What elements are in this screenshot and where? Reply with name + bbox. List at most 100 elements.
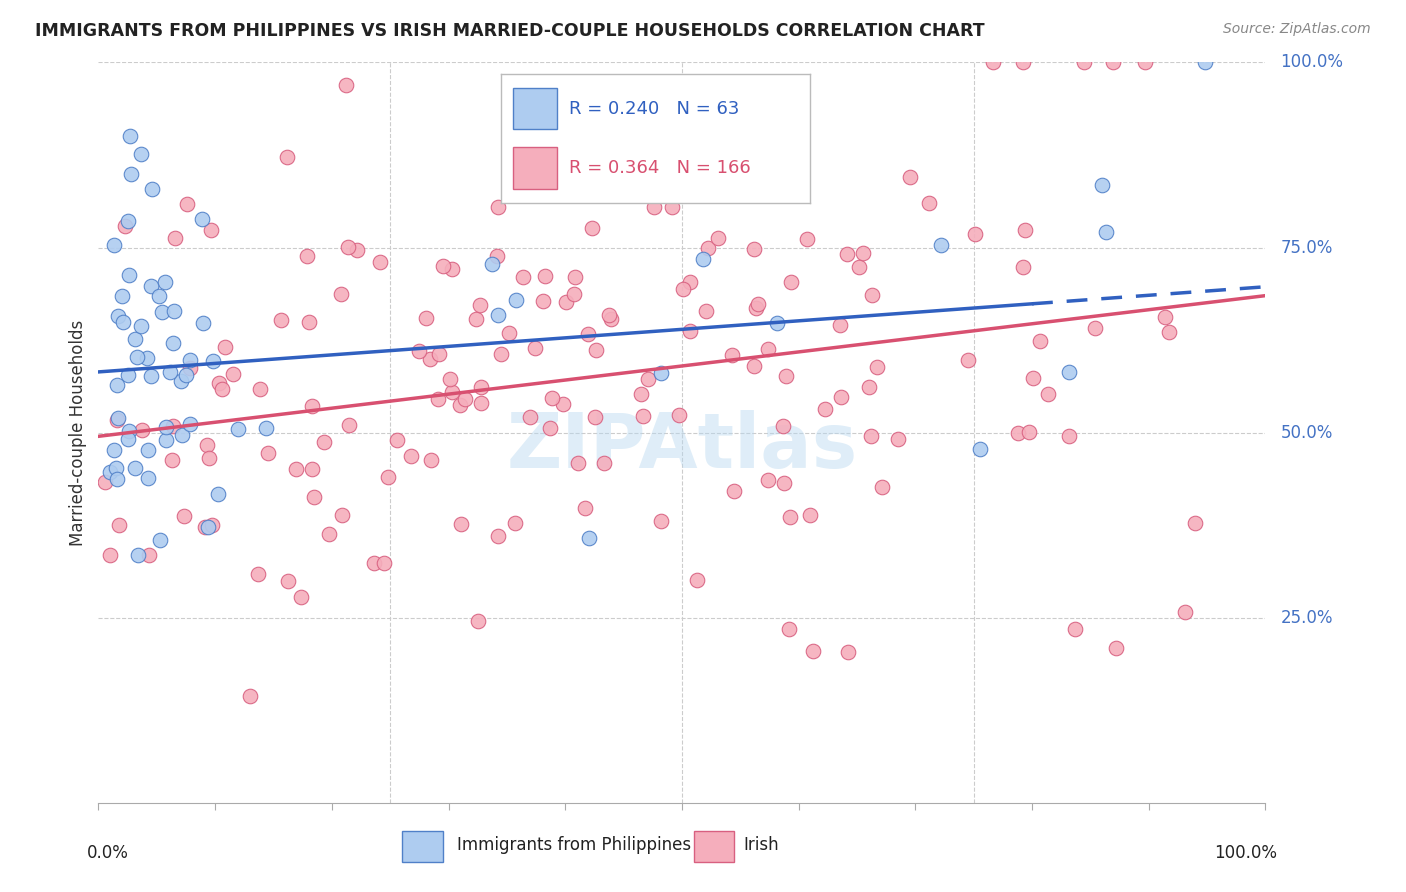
Point: [772, 418, 794, 433]
Point: [94, 475, 117, 489]
Point: [98, 465, 121, 479]
Point: [551, 397, 574, 411]
Point: [127, 548, 149, 562]
Point: [523, 341, 546, 355]
Point: [775, 368, 797, 383]
Point: [546, 167, 568, 181]
Point: [583, 409, 606, 424]
Point: [301, 399, 323, 413]
Point: [201, 518, 224, 533]
Point: [139, 278, 162, 293]
Point: [1153, 310, 1175, 324]
Point: [1057, 429, 1080, 443]
Point: [637, 372, 659, 386]
Point: [564, 286, 586, 301]
Point: [270, 313, 292, 327]
Point: [295, 249, 318, 263]
Point: [163, 230, 186, 244]
Point: [1059, 365, 1081, 379]
Point: [211, 382, 233, 396]
Point: [773, 476, 796, 491]
Point: [249, 383, 271, 397]
Point: [898, 170, 921, 185]
Point: [440, 262, 463, 277]
Point: [564, 269, 586, 284]
Point: [228, 421, 250, 435]
Point: [330, 287, 353, 301]
Point: [1036, 386, 1059, 401]
Point: [814, 401, 837, 416]
Point: [399, 449, 422, 463]
Point: [129, 146, 152, 161]
Point: [162, 452, 184, 467]
Point: [519, 410, 541, 425]
Point: [276, 150, 298, 164]
Point: [330, 508, 353, 523]
Point: [963, 227, 986, 241]
Point: [538, 421, 561, 435]
Point: [179, 361, 201, 376]
Point: [661, 200, 683, 214]
Point: [1157, 325, 1180, 339]
Point: [370, 255, 392, 269]
Point: [148, 289, 170, 303]
Point: [467, 614, 489, 628]
Point: [1135, 55, 1157, 70]
Point: [246, 567, 269, 582]
Point: [541, 391, 564, 405]
Point: [149, 533, 172, 547]
Point: [801, 644, 824, 658]
Point: [756, 473, 779, 487]
Point: [159, 366, 181, 380]
Point: [107, 410, 129, 425]
Point: [284, 462, 307, 476]
Point: [1011, 260, 1033, 274]
Point: [747, 297, 769, 311]
Text: ZIPAtlas: ZIPAtlas: [506, 410, 858, 484]
Point: [581, 221, 603, 235]
Point: [505, 293, 527, 308]
Point: [779, 510, 801, 524]
Point: [486, 308, 509, 322]
Point: [105, 472, 128, 486]
Point: [138, 548, 160, 562]
Point: [200, 223, 222, 237]
Point: [125, 350, 148, 364]
Point: [179, 353, 201, 368]
Point: [742, 359, 765, 374]
Point: [124, 460, 146, 475]
Point: [796, 232, 818, 246]
Point: [742, 243, 765, 257]
Point: [745, 301, 768, 315]
Point: [427, 346, 450, 360]
Point: [336, 240, 359, 254]
Point: [290, 590, 312, 604]
Point: [107, 309, 129, 323]
Point: [1091, 178, 1114, 192]
Point: [103, 238, 125, 252]
Point: [426, 392, 449, 407]
Point: [1063, 622, 1085, 636]
Point: [721, 348, 744, 362]
Point: [1101, 55, 1123, 70]
Point: [489, 346, 512, 360]
Point: [710, 164, 733, 178]
Point: [600, 311, 623, 326]
Point: [277, 574, 299, 588]
Point: [1184, 516, 1206, 530]
Point: [136, 351, 159, 366]
Point: [848, 260, 870, 275]
Point: [298, 315, 321, 329]
Point: [835, 247, 858, 261]
Point: [312, 434, 335, 449]
Point: [170, 374, 193, 388]
Text: 0.0%: 0.0%: [87, 844, 128, 862]
Point: [512, 269, 534, 284]
Point: [385, 433, 408, 447]
Point: [1029, 334, 1052, 348]
Point: [449, 399, 471, 413]
Point: [1194, 55, 1216, 70]
Point: [346, 244, 368, 258]
Point: [554, 294, 576, 309]
Point: [377, 470, 399, 484]
